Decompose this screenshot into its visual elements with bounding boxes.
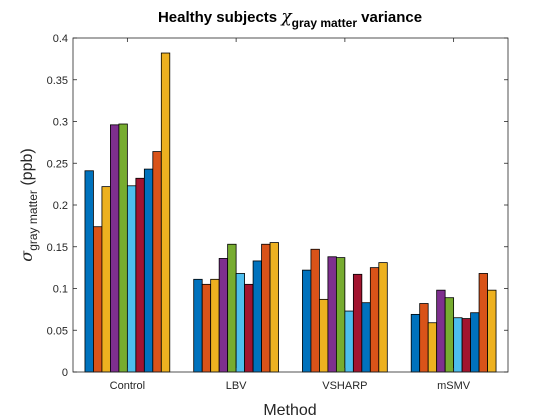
bar-vsharp-10 (379, 263, 387, 372)
y-axis-label: σgray matter (ppb) (17, 148, 40, 261)
bar-lbv-6 (236, 273, 244, 372)
bar-control-7 (136, 178, 144, 372)
x-tick-label: VSHARP (322, 380, 367, 392)
bar-control-3 (102, 187, 110, 372)
bar-vsharp-7 (353, 274, 361, 372)
bar-msmv-5 (445, 298, 453, 372)
bars-layer (85, 53, 496, 372)
bar-control-2 (93, 227, 101, 372)
bar-msmv-4 (437, 290, 445, 372)
y-tick-label: 0.1 (53, 284, 68, 296)
x-tick-label: mSMV (437, 380, 471, 392)
bar-msmv-10 (488, 290, 496, 372)
bar-vsharp-9 (370, 268, 378, 372)
bar-lbv-1 (194, 279, 202, 372)
x-tick-label: LBV (226, 380, 247, 392)
bar-vsharp-1 (302, 270, 310, 372)
bar-msmv-7 (462, 319, 470, 372)
bar-control-6 (127, 186, 135, 372)
chart-title-subscript: gray matter (292, 16, 358, 30)
bar-lbv-4 (219, 258, 227, 372)
y-tick-label: 0.35 (47, 75, 68, 87)
y-tick-label: 0 (62, 367, 68, 379)
bar-vsharp-4 (328, 257, 336, 372)
y-tick-label: 0.05 (47, 325, 68, 337)
bar-control-8 (144, 169, 152, 372)
bar-control-10 (161, 53, 169, 372)
y-tick-label: 0.15 (47, 242, 68, 254)
x-tick-label: Control (110, 380, 145, 392)
x-axis-label: Method (263, 402, 316, 419)
bar-lbv-3 (211, 279, 219, 372)
bar-control-5 (119, 124, 127, 372)
bar-msmv-1 (411, 314, 419, 372)
bar-msmv-2 (420, 304, 428, 372)
bar-msmv-3 (428, 323, 436, 372)
chart-title-prefix: Healthy subjects (158, 9, 281, 26)
y-tick-label: 0.4 (53, 33, 68, 45)
bar-lbv-9 (262, 244, 270, 372)
y-tick-label: 0.3 (53, 117, 68, 129)
bar-msmv-8 (471, 313, 479, 372)
bar-control-4 (110, 125, 118, 372)
bar-lbv-5 (228, 244, 236, 372)
bar-control-9 (153, 152, 161, 372)
bar-lbv-7 (245, 284, 253, 372)
bar-vsharp-3 (319, 299, 327, 372)
bar-vsharp-8 (362, 303, 370, 372)
chart-title-suffix: variance (357, 9, 422, 26)
y-axis-label-suffix: (ppb) (19, 148, 36, 190)
bar-vsharp-5 (336, 258, 344, 372)
bar-lbv-10 (270, 243, 278, 372)
bar-vsharp-2 (311, 249, 319, 372)
bar-lbv-8 (253, 261, 261, 372)
y-tick-label: 0.2 (53, 200, 68, 212)
y-axis-label-subscript: gray matter (26, 190, 40, 251)
bar-msmv-6 (454, 318, 462, 372)
y-tick-label: 0.25 (47, 158, 68, 170)
chart-title: Healthy subjects χgray matter variance (158, 7, 422, 30)
bar-msmv-9 (479, 273, 487, 372)
bar-lbv-2 (202, 284, 210, 372)
bar-control-1 (85, 171, 93, 372)
bar-vsharp-6 (345, 311, 353, 372)
